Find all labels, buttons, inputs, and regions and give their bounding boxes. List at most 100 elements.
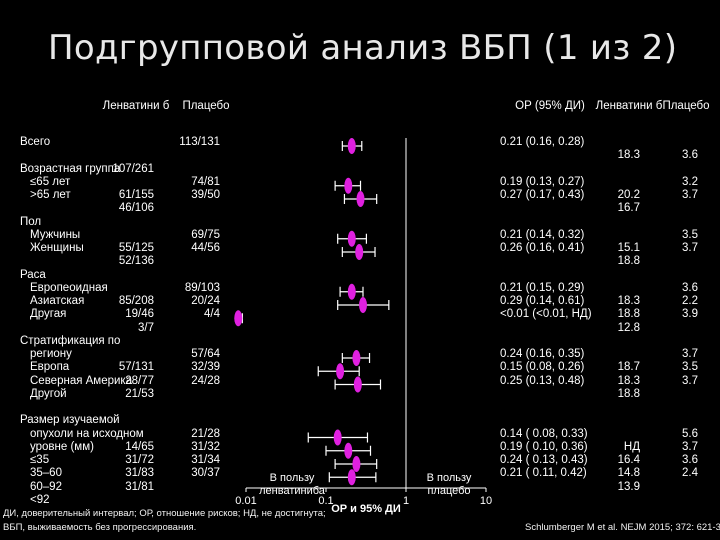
- hr-marker: [333, 429, 342, 446]
- lenvatinib-median: 18.3: [617, 374, 640, 387]
- hr-marker: [344, 442, 353, 459]
- lenvatinib-median: 18.8: [617, 387, 640, 400]
- row-label: <92: [30, 493, 50, 506]
- lenvatinib-events: 46/106: [118, 202, 154, 215]
- placebo-median: 3.2: [682, 175, 698, 188]
- lenvatinib-median: 16.7: [617, 202, 640, 215]
- row-label: Размер изучаемой: [20, 414, 120, 427]
- hr-marker: [356, 191, 365, 207]
- hr-marker: [347, 230, 356, 247]
- hr-ci-value: 0.21 (0.14, 0.32): [500, 228, 585, 241]
- row-label: Возрастная группа: [20, 162, 121, 175]
- x-axis-label: ОР и 95% ДИ: [331, 503, 401, 515]
- hr-marker: [355, 244, 364, 260]
- row-label: Женщины: [30, 242, 84, 254]
- header-lenvatinib-right: Ленватини б: [595, 100, 663, 112]
- row-label: >65 лет: [30, 189, 71, 201]
- header-hr-ci: ОР (95% ДИ): [515, 100, 585, 112]
- hr-ci-value: 0.14 ( 0.08, 0.33): [500, 427, 588, 440]
- placebo-events: 20/24: [191, 295, 220, 307]
- row-label: уровне (мм): [30, 440, 94, 453]
- hr-marker: [336, 363, 345, 380]
- lenvatinib-median: 18.3: [617, 149, 640, 162]
- placebo-median: 2.4: [682, 467, 698, 480]
- hr-ci-value: <0.01 (<0.01, НД): [500, 308, 592, 321]
- hr-marker: [347, 138, 356, 154]
- hr-ci-value: 0.21 ( 0.11, 0.42): [500, 467, 587, 480]
- row-label: Пол: [20, 215, 42, 228]
- hr-marker: [352, 350, 361, 366]
- lenvatinib-events: 107/261: [112, 162, 154, 175]
- hr-marker: [358, 297, 367, 313]
- lenvatinib-median: 13.9: [617, 480, 640, 493]
- row-label: Раса: [20, 268, 46, 281]
- lenvatinib-events: 52/136: [118, 255, 154, 268]
- placebo-median: 3.6: [682, 281, 698, 294]
- citation: Schlumberger M et al. NEJM 2015; 372: 62…: [525, 522, 720, 533]
- hr-ci-value: 0.26 (0.16, 0.41): [500, 242, 585, 254]
- placebo-events: 31/34: [191, 454, 220, 466]
- x-tick-label: 0.01: [235, 495, 256, 507]
- row-label: Другой: [30, 387, 67, 400]
- lenvatinib-events: 19/46: [125, 308, 154, 321]
- lenvatinib-events: 14/65: [125, 440, 154, 453]
- lenvatinib-events: 3/7: [138, 321, 154, 334]
- row-label: Мужчины: [30, 228, 81, 241]
- lenvatinib-median: 18.3: [617, 295, 640, 307]
- footnote-line-2: ВБП, выживаемость без прогрессирования.: [3, 522, 197, 533]
- lenvatinib-events: 61/155: [118, 189, 154, 201]
- placebo-median: 2.2: [682, 295, 698, 307]
- lenvatinib-events: 85/208: [118, 295, 154, 307]
- favors-lenvatinib-label: В пользу ленватиниба: [259, 472, 326, 497]
- x-tick-label: 0.1: [318, 495, 333, 507]
- hr-ci-value: 0.15 (0.08, 0.26): [500, 361, 585, 374]
- placebo-median: 3.7: [682, 440, 698, 453]
- placebo-median: 3.7: [682, 374, 698, 387]
- placebo-events: 30/37: [191, 467, 220, 480]
- lenvatinib-events: 57/131: [118, 361, 154, 374]
- placebo-events: 24/28: [191, 374, 220, 387]
- slide-title: Подгрупповой анализ ВБП (1 из 2): [48, 28, 678, 68]
- x-tick-label: 10: [480, 495, 492, 507]
- row-label: 35–60: [30, 467, 62, 480]
- lenvatinib-events: 55/125: [118, 242, 154, 254]
- hr-marker: [347, 469, 356, 486]
- row-label: Северная Америка: [30, 374, 133, 387]
- row-label: 60–92: [30, 480, 62, 493]
- placebo-events: 89/103: [184, 281, 220, 294]
- row-label: Другая: [30, 308, 67, 321]
- hr-ci-value: 0.19 (0.13, 0.27): [500, 175, 585, 188]
- placebo-events: 113/131: [179, 136, 220, 148]
- placebo-events: 31/32: [191, 440, 220, 453]
- lenvatinib-events: 31/83: [125, 467, 154, 480]
- hr-marker: [234, 310, 243, 327]
- lenvatinib-events: 31/81: [125, 480, 154, 493]
- header-lenvatinib-left: Ленватини б: [102, 100, 170, 112]
- footnote-line-1: ДИ, доверительный интервал; ОР, отношени…: [3, 508, 326, 519]
- hr-ci-value: 0.24 (0.16, 0.35): [500, 348, 585, 360]
- row-label: Европа: [30, 361, 70, 374]
- placebo-median: 3.7: [682, 348, 698, 360]
- lenvatinib-median: 12.8: [617, 321, 640, 334]
- header-placebo-left: Плацебо: [182, 100, 230, 112]
- hr-marker: [344, 177, 353, 194]
- row-label: Азиатская: [30, 295, 85, 307]
- hr-marker: [353, 376, 362, 393]
- hr-marker: [352, 456, 361, 472]
- lenvatinib-median: 20.2: [617, 189, 640, 201]
- placebo-events: 32/39: [191, 361, 220, 374]
- placebo-median: 3.7: [682, 242, 698, 254]
- placebo-events: 44/56: [191, 242, 220, 254]
- favors-placebo-label: В пользу плацебо: [427, 472, 472, 497]
- lenvatinib-median: 18.7: [617, 361, 640, 374]
- hr-ci-value: 0.25 (0.13, 0.48): [500, 374, 585, 387]
- row-label: опухоли на исходном: [30, 427, 144, 440]
- placebo-median: 3.7: [682, 189, 698, 201]
- row-label: Стратификация по: [20, 334, 121, 347]
- hr-ci-value: 0.24 ( 0.13, 0.43): [500, 454, 588, 466]
- hr-ci-value: 0.19 ( 0.10, 0.36): [500, 440, 588, 453]
- header-placebo-right: Плацебо: [662, 100, 710, 112]
- row-label: Всего: [20, 136, 51, 148]
- placebo-median: 3.5: [682, 361, 698, 374]
